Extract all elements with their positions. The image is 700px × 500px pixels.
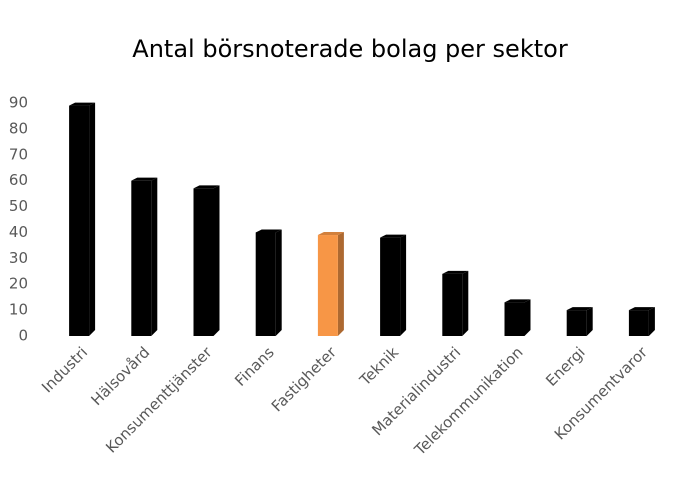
- bar: [628, 310, 649, 336]
- y-tick-label: 90: [9, 94, 28, 112]
- x-tick-label: Konsumenttjänster: [102, 343, 216, 457]
- bar-side: [462, 270, 469, 336]
- x-tick-label: Energi: [542, 343, 589, 390]
- y-tick-label: 70: [9, 145, 28, 163]
- bar: [317, 235, 338, 336]
- bar-top: [255, 229, 282, 233]
- chart-title: Antal börsnoterade bolag per sektor: [132, 35, 568, 63]
- bar-top: [628, 307, 655, 311]
- bar: [193, 188, 214, 336]
- bar-side: [151, 177, 158, 336]
- bar-top: [69, 102, 96, 106]
- y-tick-label: 50: [9, 197, 28, 215]
- bar-side: [213, 185, 220, 336]
- bar-side: [648, 307, 655, 336]
- bar-top: [380, 234, 407, 238]
- y-tick-label: 30: [9, 249, 28, 267]
- bar-side: [275, 229, 282, 336]
- bar: [380, 237, 401, 336]
- bar-side: [586, 307, 593, 336]
- bar-top: [442, 270, 469, 274]
- bar-side: [524, 299, 531, 336]
- bar-top: [317, 232, 344, 236]
- bar-side: [89, 102, 96, 336]
- bar-top: [566, 307, 593, 311]
- bar-side: [337, 232, 344, 336]
- bar: [69, 105, 90, 336]
- bar-top: [131, 177, 158, 181]
- x-tick-label: Hälsovård: [87, 343, 153, 409]
- y-tick-label: 10: [9, 301, 28, 319]
- x-tick-label: Teknik: [356, 343, 403, 390]
- x-tick-label: Industri: [38, 343, 91, 396]
- bar-side: [400, 234, 407, 336]
- bar-top: [193, 185, 220, 189]
- x-tick-label: Telekommunikation: [410, 343, 526, 459]
- y-tick-label: 40: [9, 223, 28, 241]
- bar: [255, 232, 276, 336]
- x-tick-label: Finans: [231, 343, 278, 390]
- bar: [504, 302, 525, 336]
- y-tick-label: 20: [9, 275, 28, 293]
- bar-top: [504, 299, 531, 303]
- y-tick-label: 80: [9, 119, 28, 137]
- bar: [566, 310, 587, 336]
- y-tick-label: 60: [9, 171, 28, 189]
- bar: [442, 273, 463, 336]
- x-tick-label: Fastigheter: [268, 343, 341, 416]
- bar: [131, 180, 152, 336]
- y-tick-label: 0: [18, 327, 28, 345]
